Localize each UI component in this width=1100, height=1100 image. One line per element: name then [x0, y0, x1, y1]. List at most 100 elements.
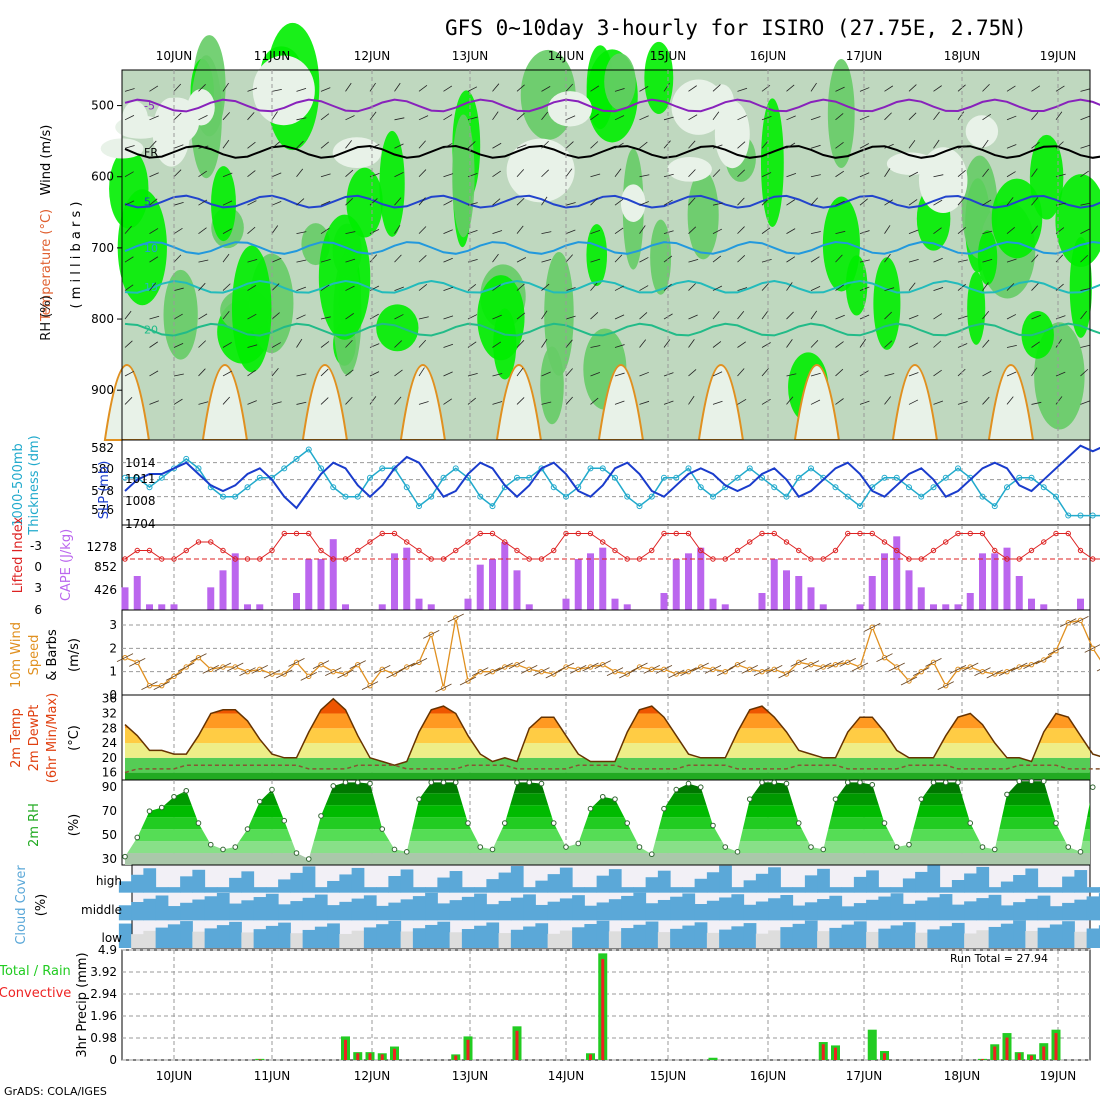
- rh-point: [550, 820, 557, 826]
- wind-barb: [884, 396, 891, 405]
- cloud-cell: [192, 931, 206, 948]
- cloud-cell: [314, 887, 328, 893]
- thickness-point: [379, 465, 386, 472]
- wind-tick: 2: [109, 641, 117, 655]
- precip-conv-bar: [368, 1053, 372, 1060]
- li-point: [722, 556, 728, 562]
- thickness-point: [158, 474, 165, 481]
- wind-barb: [974, 667, 991, 677]
- wind-barb: [247, 226, 256, 234]
- wind-barb: [957, 197, 965, 206]
- rh-point: [832, 796, 839, 802]
- wind-barb: [1006, 314, 1017, 320]
- wind-barb: [933, 400, 944, 405]
- thickness-point: [244, 484, 251, 491]
- wind-barb: [124, 256, 134, 263]
- wind-barb: [124, 200, 135, 206]
- cloud-cell: [118, 923, 132, 948]
- thickness-point: [403, 484, 410, 491]
- wind-barb: [1031, 367, 1038, 377]
- precip-conv-bar: [1017, 1053, 1021, 1060]
- wind-barb: [394, 369, 403, 377]
- wind-barb: [1055, 339, 1062, 348]
- wind-barb: [516, 112, 525, 121]
- wind-barb: [908, 171, 919, 178]
- wind-barb: [590, 372, 600, 377]
- wind-barb: [173, 83, 182, 92]
- wind-barb: [639, 141, 648, 149]
- cloud-cell: [706, 932, 720, 948]
- rh-point: [514, 779, 520, 786]
- precip-conv-bar: [589, 1054, 592, 1060]
- temp-tick: 32: [102, 706, 117, 720]
- rh-point: [183, 787, 190, 794]
- cloud-cell: [657, 932, 671, 948]
- wind-barb: [516, 283, 525, 291]
- wind-barb: [639, 312, 648, 320]
- wind-barb: [271, 200, 282, 206]
- cloud-cell: [670, 896, 683, 921]
- wind-barb: [492, 111, 499, 121]
- wind-barb: [447, 613, 464, 623]
- chart-title: GFS 0~10day 3-hourly for ISIRO (27.75E, …: [445, 16, 1027, 40]
- cloud-cell: [559, 867, 573, 893]
- wind-barb: [320, 173, 331, 178]
- cloud-cell: [216, 925, 230, 948]
- wind-barb: [835, 170, 845, 178]
- temp-line: [124, 697, 1100, 766]
- cloud-cell: [1025, 898, 1039, 921]
- cloud-cell: [474, 925, 487, 948]
- rh-point: [881, 820, 888, 826]
- wind-barb: [345, 285, 355, 291]
- cloud-cell: [768, 930, 781, 948]
- precip-conv-bar: [821, 1044, 825, 1060]
- cloud-cell: [780, 927, 794, 948]
- wind-barb: [296, 87, 307, 92]
- wind-barb: [639, 174, 650, 178]
- cape-bar: [868, 576, 876, 610]
- precip-conv-bar: [1005, 1037, 1009, 1060]
- cloud-cell: [804, 875, 818, 893]
- li-point: [428, 556, 434, 562]
- wind-barb: [198, 340, 207, 348]
- wind-barb: [859, 286, 870, 291]
- wind-barb: [590, 197, 598, 206]
- thickness-point: [942, 474, 949, 481]
- rh-point: [1077, 849, 1084, 855]
- thickness-point: [955, 465, 961, 472]
- li-point: [330, 556, 336, 562]
- rh-point: [1053, 820, 1059, 826]
- wind-barb: [957, 401, 968, 405]
- wind-barb: [124, 171, 134, 178]
- cloud-cell: [510, 929, 524, 948]
- cloud-cell: [731, 894, 745, 921]
- cloud-cell: [290, 933, 304, 948]
- bottom-day-tick: 18JUN: [944, 1069, 981, 1083]
- precip-tick: 0.98: [90, 1031, 117, 1045]
- isotherm-label: FR: [144, 146, 158, 159]
- cloud-cell: [180, 876, 193, 893]
- cloud-cell: [866, 899, 879, 921]
- wind-barb: [521, 664, 538, 674]
- wind-barb: [410, 657, 428, 667]
- wind-barb: [247, 313, 257, 320]
- cloud-cell: [1000, 881, 1014, 893]
- cloud-cell: [1013, 920, 1026, 948]
- bottom-day-tick: 19JUN: [1040, 1069, 1077, 1083]
- cloud-cell: [302, 929, 316, 948]
- wind-barb: [296, 231, 307, 235]
- rh-point: [783, 780, 790, 787]
- wind-barb: [949, 664, 967, 674]
- wind-barb: [296, 286, 307, 291]
- rh-point: [575, 840, 582, 847]
- cloud-cell: [1086, 928, 1100, 948]
- wind-barb: [810, 174, 821, 178]
- li-point: [734, 547, 741, 554]
- cape-bar: [881, 553, 888, 610]
- cloud-cell: [302, 897, 316, 921]
- wind-barb: [565, 202, 576, 206]
- temp-label-3: (6hr Min/Max): [45, 693, 60, 783]
- bottom-day-tick: 11JUN: [254, 1069, 291, 1083]
- li-point: [306, 530, 312, 537]
- cape-bar: [599, 547, 607, 610]
